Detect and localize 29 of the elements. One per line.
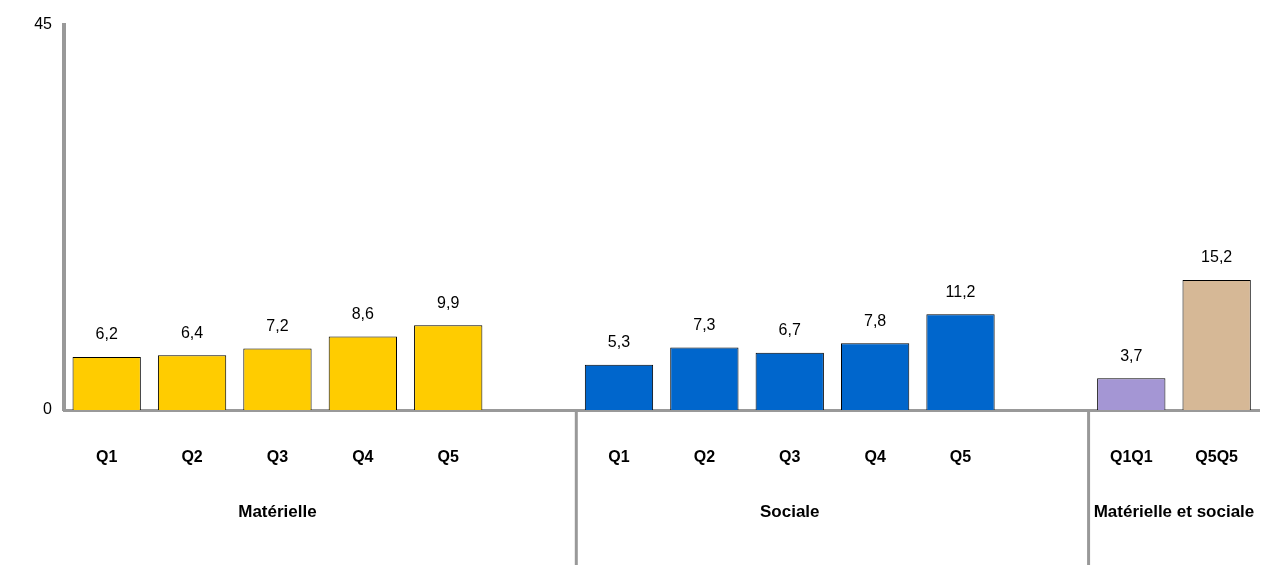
x-tick-label: Q2	[693, 448, 716, 466]
x-tick-label: Q1	[608, 448, 630, 466]
data-label: 7,8	[864, 311, 887, 329]
x-tick-label: Q1	[96, 448, 118, 466]
data-label: 9,9	[437, 293, 460, 311]
text: Matérielle	[238, 501, 317, 521]
x-tick-label: Q5Q5	[1195, 448, 1239, 466]
x-tick-label: Q1Q1	[1109, 448, 1153, 466]
text: Matérielle et sociale	[1093, 501, 1255, 521]
x-tick-label: Q5	[949, 448, 972, 466]
data-label: 15,2	[1201, 248, 1233, 266]
data-label: 3,7	[1120, 346, 1143, 364]
y-tick-label: 0	[43, 400, 53, 418]
x-tick-label: Q4	[864, 448, 886, 466]
data-label: 8,6	[351, 304, 375, 322]
data-label: 6,2	[95, 325, 118, 343]
x-tick-label: Q2	[181, 448, 203, 466]
x-tick-label: Q3	[779, 448, 801, 466]
x-tick-label: Q5	[437, 448, 459, 466]
y-tick-label: 45	[34, 15, 53, 33]
data-label: 6,4	[180, 323, 204, 341]
data-label: 5,3	[607, 333, 631, 351]
x-tick-label: Q3	[266, 448, 289, 466]
data-label: 7,2	[266, 316, 289, 334]
data-label: 11,2	[945, 282, 976, 300]
data-label: 7,3	[693, 315, 716, 333]
data-label: 6,7	[778, 321, 801, 339]
x-tick-label: Q4	[352, 448, 374, 466]
text: Sociale	[759, 501, 820, 521]
